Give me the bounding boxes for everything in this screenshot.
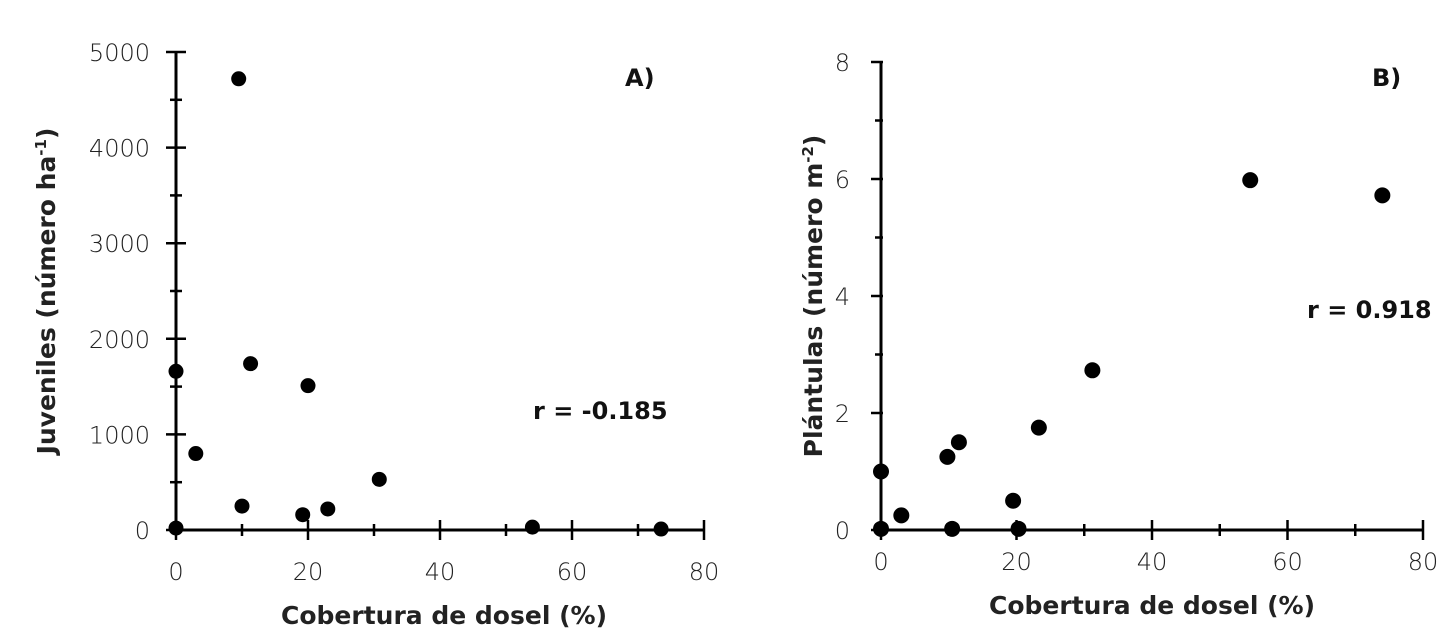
panel-b-y-tick-label: 6 [835,166,850,194]
panel-b-data-point [1374,187,1391,204]
panel-a-y-tick-label: 5000 [89,39,150,67]
panel-b-data-point [873,463,889,480]
panel-b-data-point [1242,172,1259,189]
panel-a-data-point [234,498,250,514]
panel-b-y-axis-title: Plántulas (número m-2) [799,135,828,458]
panel-a-data-point [231,71,247,87]
panel-a-data-point [243,356,259,372]
panel-b-data-point [1010,520,1027,537]
panel-a-y-tick-label: 0 [135,517,150,545]
panel-a-y-axis-title: Juveniles (número ha-1) [32,128,61,457]
panel-a-data-point [320,501,336,517]
panel-a-data-point [653,521,669,537]
panel-a-data-point [188,446,204,462]
panel-b-data-point [1005,492,1022,509]
panel-b-x-tick-label: 20 [1001,548,1032,576]
panel-a-correlation-label: r = -0.185 [533,397,668,425]
panel-a-x-tick-label: 0 [168,558,183,586]
panel-b-data-point [873,520,889,537]
panel-a-x-tick-label: 60 [557,558,588,586]
panel-b-y-tick-label: 4 [835,283,850,311]
panel-b-data-point [939,448,956,465]
panel-b-data-point [1030,419,1047,436]
panel-b-y-tick-label: 2 [835,400,850,428]
panel-a-data-point [524,519,540,535]
panel-b-x-tick-label: 0 [873,548,888,576]
panel-b-x-tick-label: 60 [1272,548,1303,576]
panel-a-data-point [295,507,311,523]
panel-a-y-tick-label: 3000 [89,230,150,258]
panel-a-x-axis-title: Cobertura de dosel (%) [281,601,607,630]
panel-b-data-point [1084,362,1101,379]
panel-b-x-tick-label: 40 [1137,548,1168,576]
panel-b-data-point [944,520,961,537]
panel-a-y-tick-label: 1000 [89,421,150,449]
panel-a-y-tick-label: 4000 [89,135,150,163]
panel-b-x-tick-label: 80 [1408,548,1439,576]
panel-b-scatter-plot: 0 20 40 60 80 0 2 4 6 8 Cobertura de dosel (%) Plán… [799,49,1438,620]
panel-a-x-tick-label: 80 [689,558,720,586]
panel-b-data-point [950,434,967,451]
panel-a-scatter-plot: 0 20 40 60 80 0 1000 2000 3000 4000 5000 Cobertura … [32,39,719,630]
panel-b-y-tick-label: 0 [835,517,850,545]
panel-a-data-point [168,520,184,536]
panel-a-panel-label: A) [625,64,655,92]
panel-a-data-point [168,363,184,379]
panel-b-panel-label: B) [1372,64,1401,92]
panel-b-x-axis-title: Cobertura de dosel (%) [989,591,1315,620]
panel-a-data-point [300,378,316,394]
panel-a-x-tick-label: 40 [425,558,456,586]
panel-a-x-tick-label: 20 [293,558,324,586]
panel-b-correlation-label: r = 0.918 [1307,296,1432,324]
panel-a-y-tick-label: 2000 [89,326,150,354]
panel-a-data-point [371,471,387,487]
panel-b-y-tick-label: 8 [835,49,850,77]
panel-b-data-point [893,507,910,524]
